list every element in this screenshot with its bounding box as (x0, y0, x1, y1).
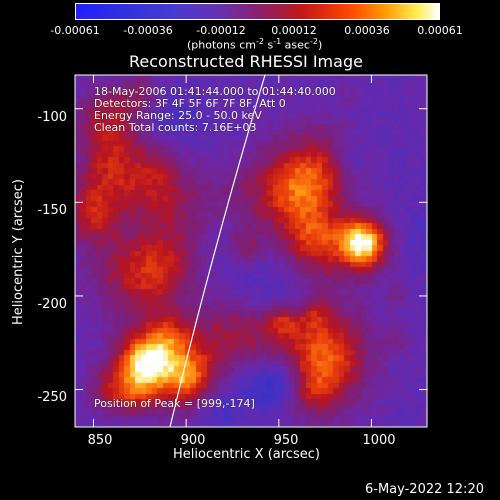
y-tick-label: -200 (37, 297, 67, 312)
colorbar-tick-label: 0.00061 (417, 24, 463, 37)
colorbar-tick-label: -0.00061 (50, 24, 100, 37)
x-axis-ticks (93, 75, 372, 427)
colorbar-tick-label: 0.00036 (344, 24, 390, 37)
x-axis-label: Heliocentric X (arcsec) (173, 447, 320, 462)
colorbar-tick-label: 0.00012 (271, 24, 317, 37)
colorbar (75, 3, 440, 20)
y-axis-ticks (75, 108, 427, 391)
heatmap-image (75, 75, 427, 427)
info-time-range: 18-May-2006 01:41:44.000 to 01:44:40.000 (94, 85, 336, 98)
info-total-counts: Clean Total counts: 7.16E+03 (94, 121, 257, 134)
y-tick-label: -100 (37, 110, 67, 125)
footer-date: 6-May-2022 12:20 (365, 482, 484, 497)
x-tick-label: 950 (273, 433, 299, 448)
x-tick-label: 1000 (362, 433, 396, 448)
x-tick-label: 850 (87, 433, 113, 448)
colorbar-tick-label: -0.00036 (123, 24, 173, 37)
x-tick-label: 900 (180, 433, 206, 448)
info-energy-range: Energy Range: 25.0 - 50.0 keV (94, 109, 262, 122)
info-detectors: Detectors: 3F 4F 5F 6F 7F 8F, Att 0 (94, 97, 286, 110)
colorbar-units: (photons cm-2 s-1 asec-2) (187, 37, 323, 52)
y-tick-label: -150 (37, 203, 67, 218)
plot-frame (74, 74, 428, 428)
y-tick-label: -250 (37, 390, 67, 405)
colorbar-tick-label: -0.00012 (196, 24, 246, 37)
y-axis-label: Heliocentric Y (arcsec) (11, 179, 26, 325)
peak-position: Position of Peak = [999,-174] (94, 397, 255, 410)
solar-limb-curve (169, 74, 266, 428)
image-title: Reconstructed RHESSI Image (129, 52, 363, 71)
